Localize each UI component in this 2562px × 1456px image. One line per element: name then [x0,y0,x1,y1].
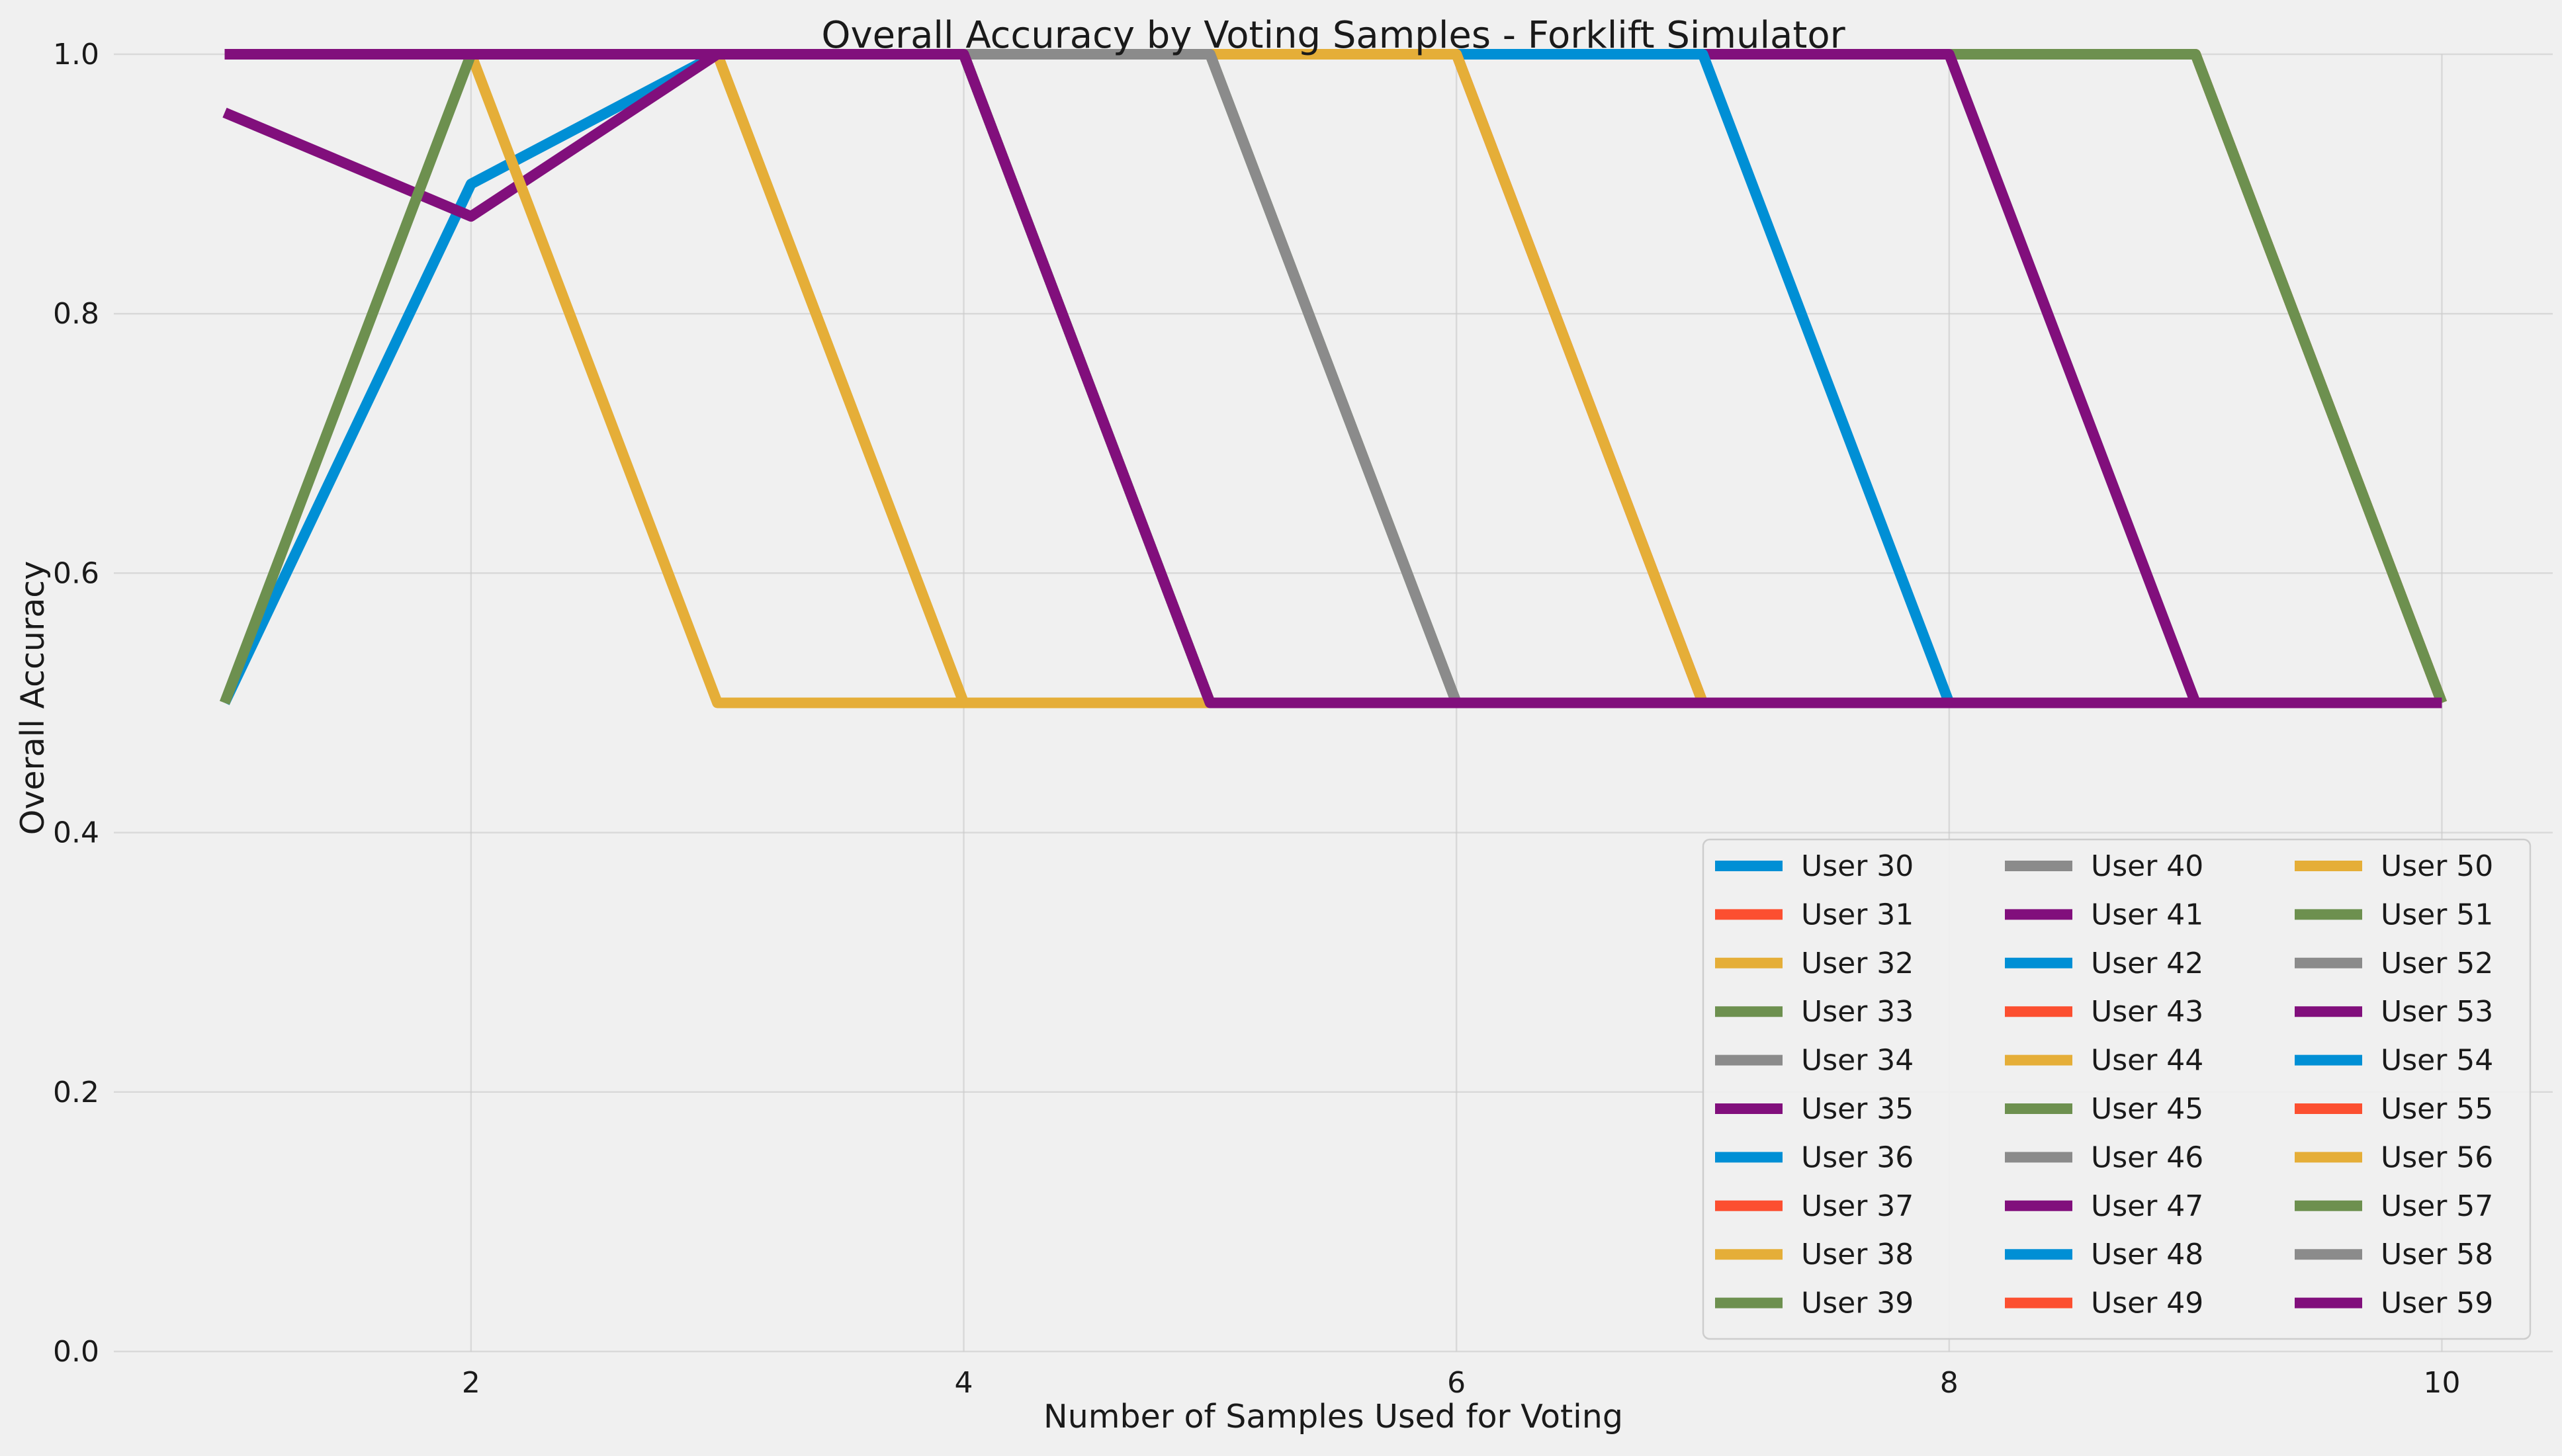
y-tick-label: 0.6 [53,556,99,590]
x-tick-label: 10 [2423,1366,2460,1400]
legend-entry-label: User 48 [2091,1238,2203,1271]
tick-labels: 2 4 6 8 10 0.0 0.2 0.4 0.6 0.8 1.0 [53,38,2460,1400]
legend-entry-label: User 44 [2091,1044,2203,1078]
x-tick-label: 4 [955,1366,973,1400]
legend-entry-label: User 50 [2381,849,2493,883]
legend-entry-label: User 46 [2091,1140,2203,1174]
legend-entry-label: User 43 [2091,995,2203,1029]
legend-entry-label: User 55 [2381,1092,2493,1126]
y-tick-label: 0.0 [53,1335,99,1369]
x-axis-label: Number of Samples Used for Voting [1043,1398,1623,1435]
x-tick-label: 8 [1940,1366,1959,1400]
legend-entry-label: User 58 [2381,1238,2493,1271]
series-lines [220,49,2447,708]
y-tick-label: 0.8 [53,297,99,331]
legend-entry-label: User 37 [1801,1189,1914,1223]
legend-entry-label: User 52 [2381,947,2493,980]
legend-entry-label: User 51 [2381,898,2493,931]
y-tick-label: 0.4 [53,816,99,850]
legend-entry-label: User 32 [1801,947,1914,980]
legend-entry-label: User 53 [2381,995,2493,1029]
legend-entry-label: User 47 [2091,1189,2203,1223]
legend-entry-label: User 45 [2091,1092,2203,1126]
legend-entry-label: User 35 [1801,1092,1914,1126]
legend-entry-label: User 56 [2381,1140,2493,1174]
legend-entry-label: User 57 [2381,1189,2493,1223]
y-axis-label: Overall Accuracy [14,561,52,835]
x-tick-label: 6 [1447,1366,1466,1400]
legend-entry-label: User 30 [1801,849,1914,883]
legend: User 30 User 31 User 32 User 33 User 34 User … [1702,838,2532,1340]
legend-entry-label: User 31 [1801,898,1914,931]
legend-entry-label: User 36 [1801,1140,1914,1174]
legend-entry-label: User 41 [2091,898,2203,931]
y-tick-label: 0.2 [53,1076,99,1109]
legend-entry-label: User 38 [1801,1238,1914,1271]
legend-entry-label: User 34 [1801,1044,1914,1078]
legend-entry-label: User 59 [2381,1287,2493,1320]
legend-entry-label: User 39 [1801,1287,1914,1320]
series-line-user-59 [224,49,2442,708]
legend-entry-label: User 54 [2381,1044,2493,1078]
x-tick-label: 2 [462,1366,480,1400]
legend-entry-label: User 42 [2091,947,2203,980]
y-tick-label: 1.0 [53,38,99,71]
legend-entry-label: User 49 [2091,1287,2203,1320]
legend-entry-label: User 33 [1801,995,1914,1029]
legend-entry-label: User 40 [2091,849,2203,883]
chart-title: Overall Accuracy by Voting Samples - For… [821,14,1845,57]
